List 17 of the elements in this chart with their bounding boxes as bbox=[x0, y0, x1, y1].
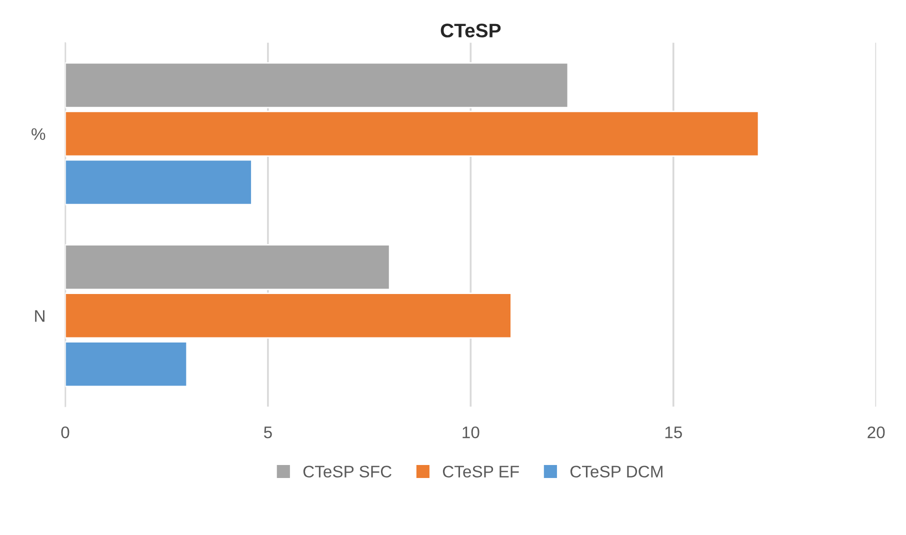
bar bbox=[65, 292, 512, 339]
bar bbox=[65, 341, 188, 388]
x-tick-label: 0 bbox=[61, 426, 70, 438]
bar bbox=[65, 244, 390, 290]
y-tick-label: % bbox=[32, 128, 46, 140]
legend-label: CTeSP DCM bbox=[570, 466, 662, 478]
chart-title: CTeSP bbox=[440, 24, 501, 38]
x-tick-label: 5 bbox=[264, 426, 272, 438]
bar bbox=[65, 110, 760, 157]
x-tick-label: 15 bbox=[665, 426, 682, 438]
bar bbox=[65, 159, 252, 206]
y-tick-label: N bbox=[35, 310, 44, 322]
x-tick-label: 10 bbox=[462, 426, 480, 438]
legend-label: CTeSP SFC bbox=[303, 466, 392, 478]
x-tick-label: 20 bbox=[868, 426, 885, 438]
legend-label: CTeSP EF bbox=[442, 466, 519, 478]
bar bbox=[65, 62, 569, 108]
